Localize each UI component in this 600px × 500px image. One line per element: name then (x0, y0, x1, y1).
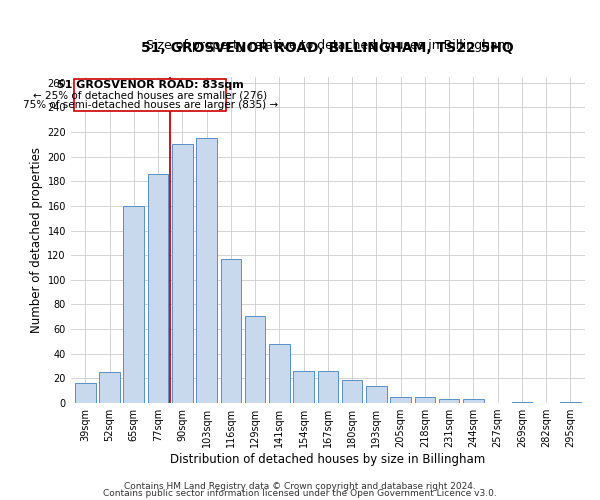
Bar (463, 400, 484, 403)
Bar (75, 384, 95, 403)
Title: Size of property relative to detached houses in Billingham: Size of property relative to detached ho… (146, 38, 510, 52)
Bar (99, 372, 120, 403)
Y-axis label: Number of detached properties: Number of detached properties (30, 147, 43, 333)
Bar (293, 371, 314, 403)
Bar (196, 138, 217, 403)
Bar (221, 259, 241, 403)
Bar (124, 206, 144, 403)
Bar (512, 402, 532, 403)
Bar (245, 316, 265, 403)
Bar (560, 402, 581, 403)
Bar (391, 397, 411, 403)
Bar (269, 344, 290, 403)
Bar (172, 144, 193, 403)
Bar (439, 400, 460, 403)
Bar (366, 386, 386, 403)
Text: Contains HM Land Registry data © Crown copyright and database right 2024.: Contains HM Land Registry data © Crown c… (124, 482, 476, 491)
Bar (317, 371, 338, 403)
Bar (342, 380, 362, 403)
Bar (148, 174, 169, 403)
Text: 51, GROSVENOR ROAD, BILLINGHAM, TS22 5HQ: 51, GROSVENOR ROAD, BILLINGHAM, TS22 5HQ (142, 42, 514, 56)
Text: ← 25% of detached houses are smaller (276): ← 25% of detached houses are smaller (27… (33, 90, 267, 100)
Text: 51 GROSVENOR ROAD: 83sqm: 51 GROSVENOR ROAD: 83sqm (57, 80, 244, 90)
Text: Contains public sector information licensed under the Open Government Licence v3: Contains public sector information licen… (103, 490, 497, 498)
Bar (415, 397, 435, 403)
Text: 75% of semi-detached houses are larger (835) →: 75% of semi-detached houses are larger (… (23, 100, 278, 110)
X-axis label: Distribution of detached houses by size in Billingham: Distribution of detached houses by size … (170, 453, 485, 466)
FancyBboxPatch shape (74, 79, 226, 111)
